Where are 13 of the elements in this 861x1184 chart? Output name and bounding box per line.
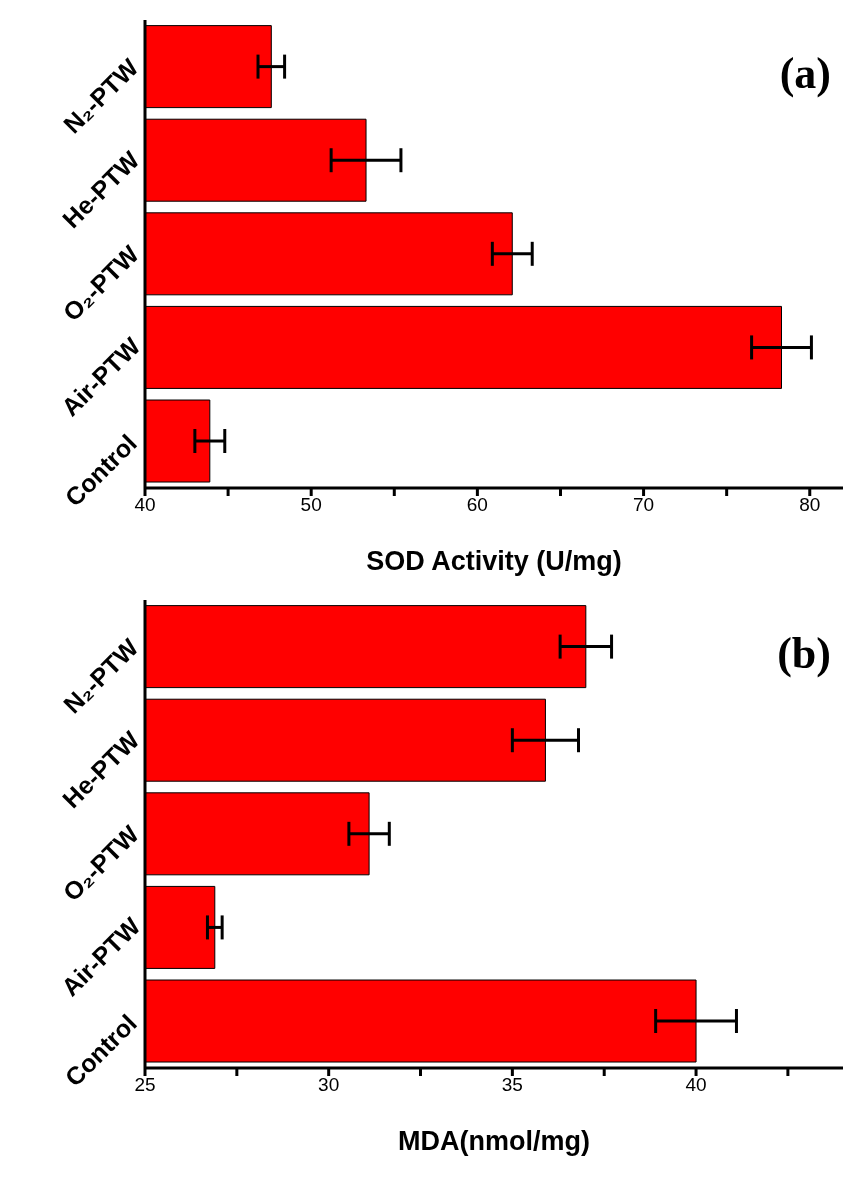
x-tick-label: 30: [318, 1074, 340, 1096]
x-axis-title: MDA(nmol/mg): [398, 1126, 590, 1156]
annotation: (b): [777, 628, 831, 679]
x-tick-label: 40: [134, 494, 156, 516]
x-axis-title: SOD Activity (U/mg): [366, 546, 622, 576]
x-tick-label: 70: [633, 494, 655, 516]
x-tick-label: 60: [466, 494, 488, 516]
x-tick-label: 35: [501, 1074, 523, 1096]
x-tick-label: 50: [300, 494, 322, 516]
x-tick-label: 40: [685, 1074, 707, 1096]
x-tick-label: 25: [134, 1074, 156, 1096]
annotation: (a): [779, 48, 831, 99]
x-tick-label: 80: [799, 494, 821, 516]
